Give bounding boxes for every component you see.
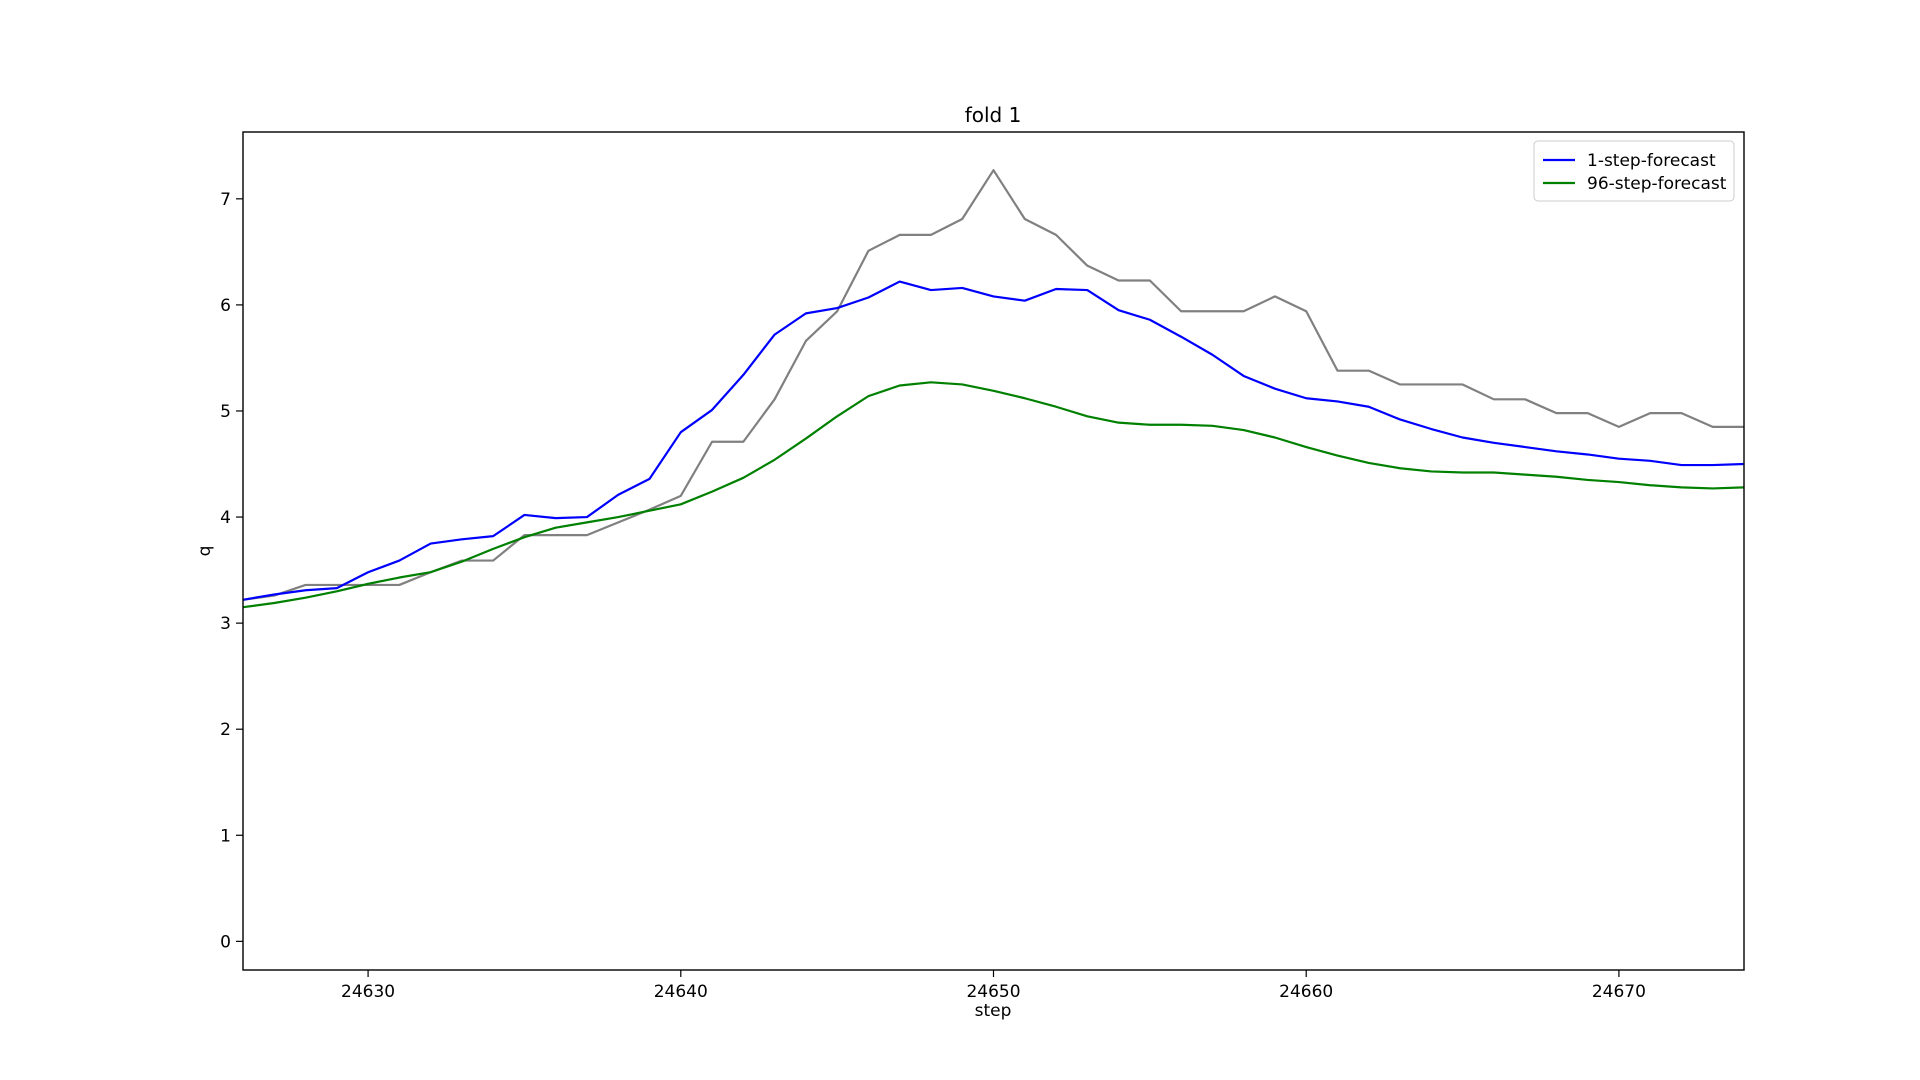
legend-entry-label: 1-step-forecast: [1587, 151, 1716, 171]
y-axis: 0 1 2 3 4 5 6 7: [220, 190, 243, 952]
y-tick-label: 5: [220, 402, 231, 422]
legend: 1-step-forecast 96-step-forecast: [1533, 140, 1735, 202]
x-axis: 24630 24640 24650 24660 24670: [341, 970, 1646, 1002]
series-line-96-step-forecast: [242, 381, 1745, 609]
x-tick-label: 24670: [1592, 982, 1646, 1002]
x-tick-label: 24640: [654, 982, 708, 1002]
chart-title: fold 1: [965, 103, 1022, 127]
series-line-1-step-forecast: [242, 280, 1745, 601]
y-axis-label: q: [195, 546, 215, 557]
plot-frame: [242, 131, 1745, 971]
y-tick-label: 7: [220, 190, 231, 210]
y-tick-label: 1: [220, 826, 231, 846]
x-tick-label: 24660: [1279, 982, 1333, 1002]
series-layer: [242, 169, 1745, 609]
y-tick-label: 4: [220, 508, 231, 528]
x-axis-label: step: [975, 1001, 1012, 1021]
y-tick-label: 6: [220, 296, 231, 316]
legend-box: [1533, 140, 1735, 202]
y-tick-label: 3: [220, 614, 231, 634]
y-tick-label: 2: [220, 720, 231, 740]
y-tick-label: 0: [220, 932, 231, 952]
x-tick-label: 24630: [341, 982, 395, 1002]
series-line-series-0: [242, 169, 1744, 601]
x-tick-label: 24650: [966, 982, 1020, 1002]
legend-entry-label: 96-step-forecast: [1587, 174, 1727, 194]
